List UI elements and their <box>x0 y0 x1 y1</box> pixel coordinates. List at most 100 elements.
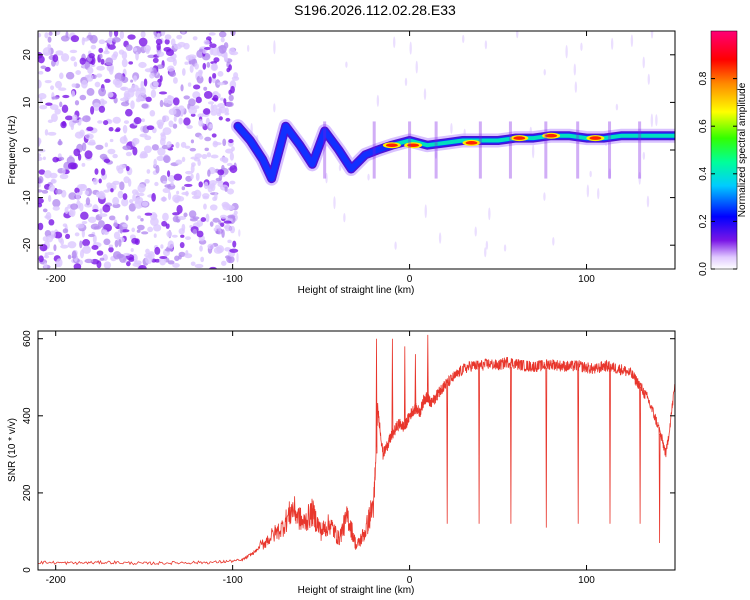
noise-blob <box>108 244 114 248</box>
noise-blob <box>92 177 98 185</box>
noise-blob <box>141 201 149 207</box>
noise-blob <box>119 225 123 234</box>
noise-blob <box>81 79 88 89</box>
noise-blob <box>70 56 76 62</box>
spectrogram-ylabel: Frequency (Hz) <box>7 116 18 185</box>
noise-blob <box>543 192 546 201</box>
noise-blob <box>141 231 149 235</box>
noise-blob <box>122 193 128 200</box>
snr-xtick-label: -200 <box>46 575 66 586</box>
noise-blob <box>128 257 135 262</box>
noise-blob <box>198 119 204 127</box>
noise-blob <box>615 103 619 111</box>
noise-blob <box>197 159 201 166</box>
noise-blob <box>43 254 50 259</box>
noise-blob <box>222 138 227 147</box>
noise-blob <box>188 98 196 107</box>
noise-blob <box>86 134 90 138</box>
noise-blob <box>132 47 138 52</box>
snr-xtick-label: 100 <box>578 575 595 586</box>
snr-xlabel: Height of straight line (km) <box>298 585 415 596</box>
noise-blob <box>92 209 99 213</box>
noise-blob <box>85 197 91 206</box>
noise-blob <box>130 247 134 252</box>
noise-blob <box>150 217 159 227</box>
noise-blob <box>172 77 178 84</box>
noise-blob <box>38 175 44 184</box>
noise-blob <box>38 197 44 204</box>
noise-blob <box>79 249 85 259</box>
noise-blob <box>82 115 91 123</box>
noise-blob <box>131 237 139 244</box>
noise-blob <box>70 35 80 43</box>
noise-blob <box>227 239 232 244</box>
noise-blob <box>127 34 136 40</box>
noise-blob <box>108 127 114 132</box>
noise-blob <box>38 153 42 157</box>
noise-blob <box>67 162 77 170</box>
noise-blob <box>109 138 114 143</box>
noise-blob <box>167 191 172 201</box>
streak <box>323 121 327 179</box>
noise-blob <box>638 171 641 185</box>
noise-blob <box>44 32 49 39</box>
noise-blob <box>211 133 217 138</box>
noise-blob <box>229 248 239 253</box>
noise-blob <box>189 147 197 152</box>
noise-blob <box>212 94 219 102</box>
snr-ytick-label: 400 <box>22 407 33 424</box>
noise-blob <box>141 103 149 109</box>
noise-blob <box>226 162 233 167</box>
noise-blob <box>172 123 178 129</box>
noise-blob <box>180 234 185 238</box>
noise-blob <box>203 86 208 91</box>
noise-blob <box>171 234 178 238</box>
noise-blob <box>120 76 129 83</box>
noise-blob <box>186 124 193 129</box>
noise-blob <box>87 66 94 75</box>
noise-blob <box>586 184 590 198</box>
noise-blob <box>39 97 43 104</box>
spectrogram-ytick-label: 20 <box>22 49 33 61</box>
noise-blob <box>122 124 128 134</box>
noise-blob <box>133 75 138 82</box>
noise-blob <box>184 61 189 65</box>
noise-blob <box>474 226 477 237</box>
streak <box>478 121 482 179</box>
noise-blob <box>185 236 191 241</box>
spectrogram-ytick-label: 0 <box>22 147 33 153</box>
noise-blob <box>225 117 231 122</box>
noise-blob <box>151 192 156 202</box>
noise-blob <box>46 251 55 256</box>
noise-blob <box>209 179 217 186</box>
noise-blob <box>107 44 116 50</box>
noise-blob <box>224 223 231 232</box>
noise-blob <box>90 44 97 50</box>
noise-blob <box>170 38 176 47</box>
noise-blob <box>224 186 228 192</box>
noise-blob <box>184 145 191 149</box>
noise-blob <box>229 180 236 185</box>
snr-panel: -200 -100 0 100 0 200 400 600 Height of straigh… <box>7 330 676 596</box>
noise-blob <box>44 129 49 136</box>
noise-blob <box>166 170 171 177</box>
noise-blob <box>196 75 204 84</box>
noise-blob <box>61 104 69 113</box>
noise-blob <box>112 116 121 124</box>
noise-blob <box>181 31 186 34</box>
noise-blob <box>49 104 59 111</box>
noise-blob <box>112 51 119 58</box>
noise-blob <box>127 178 132 187</box>
snr-line <box>38 334 675 566</box>
noise-blob <box>225 205 235 211</box>
ridge-highlight <box>391 133 675 148</box>
noise-blob <box>38 183 41 188</box>
noise-blob <box>203 90 213 99</box>
noise-blob <box>208 76 212 84</box>
noise-blob <box>59 101 63 108</box>
noise-blob <box>48 219 55 226</box>
noise-blob <box>211 63 217 71</box>
streak <box>408 121 412 179</box>
noise-blob <box>118 164 126 170</box>
colorbar-tick-label: 0.6 <box>698 119 709 133</box>
